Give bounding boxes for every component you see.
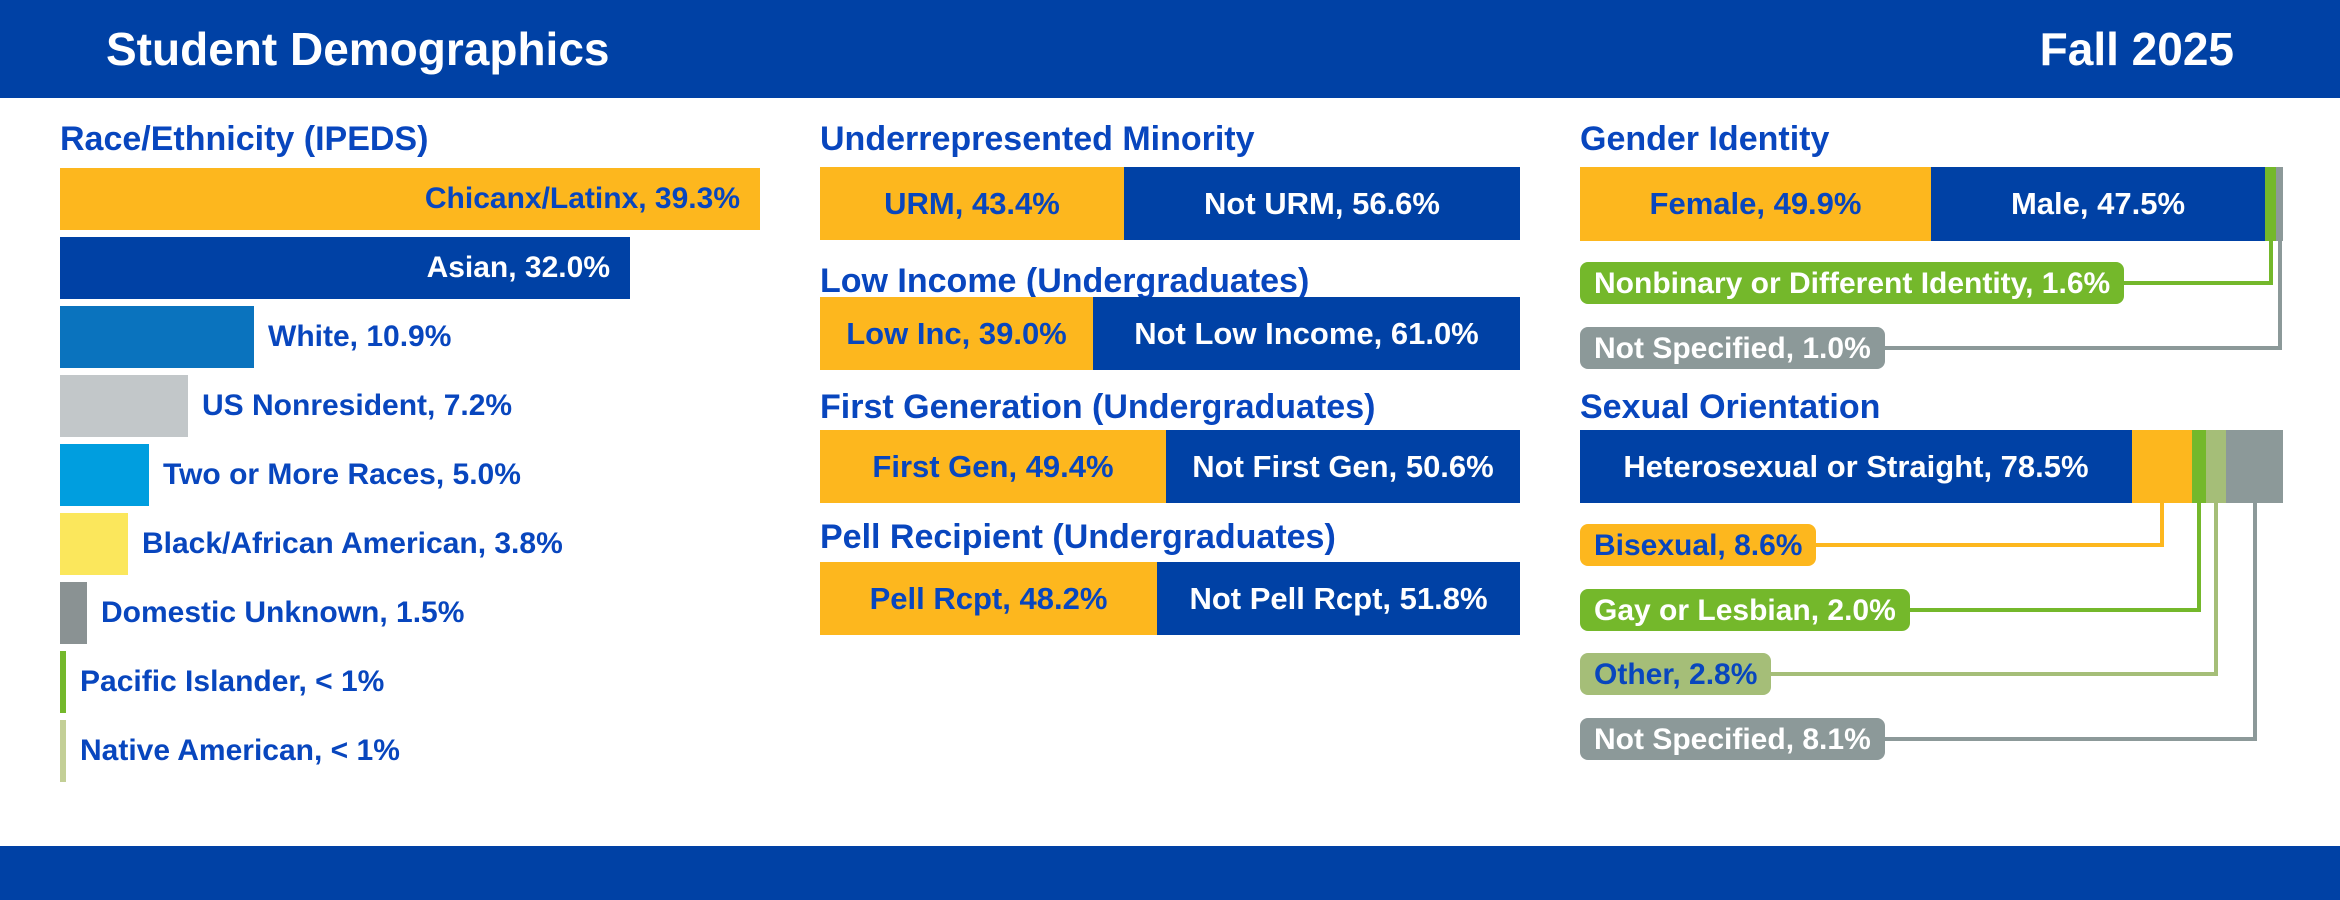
race-bar-row: Chicanx/Latinx, 39.3% [60,168,800,230]
stacked-bar: Heterosexual or Straight, 78.5% [1580,430,2283,503]
bar-segment[interactable] [2226,430,2283,503]
race-bar[interactable] [60,444,149,506]
callout-line [1580,737,2257,741]
race-bar-row: Domestic Unknown, 1.5% [60,582,800,644]
section-title: Sexual Orientation [1580,388,1881,426]
race-bar-row: Pacific Islander, < 1% [60,651,800,713]
bar-segment[interactable]: Not Low Income, 61.0% [1093,297,1520,370]
callout-label: Bisexual, 8.6% [1580,524,1817,566]
bar-segment[interactable] [2206,430,2226,503]
bar-segment[interactable]: Female, 49.9% [1580,167,1931,241]
footer-bar [0,846,2340,900]
callout-line [2278,241,2282,350]
callout-line [2269,241,2273,285]
binary-measures-charts: Underrepresented Minority URM, 43.4% Not U… [820,112,1530,842]
callout-label: Not Specified, 1.0% [1580,327,1885,369]
race-bar-label: US Nonresident, 7.2% [202,389,513,422]
bar-segment[interactable]: Low Inc, 39.0% [820,297,1093,370]
callout-line [2253,503,2257,741]
race-bar[interactable] [60,168,760,230]
bar-segment[interactable]: Male, 47.5% [1931,167,2265,241]
race-bar[interactable] [60,720,66,782]
bar-segment[interactable] [2265,167,2276,241]
stacked-bar: Low Inc, 39.0% Not Low Income, 61.0% [820,297,1520,370]
header-bar: Student Demographics Fall 2025 [0,0,2340,98]
bar-segment[interactable]: Not Pell Rcpt, 51.8% [1157,562,1520,635]
term-label: Fall 2025 [2039,23,2234,75]
race-bar-label: Asian, 32.0% [426,251,610,284]
bar-segment[interactable] [2276,167,2283,241]
callout-label: Gay or Lesbian, 2.0% [1580,589,1910,631]
callout-line [2197,503,2201,612]
callout-line [2214,503,2218,676]
race-ethnicity-chart: Race/Ethnicity (IPEDS) Chicanx/Latinx, 39… [60,112,820,842]
race-bar-label: Domestic Unknown, 1.5% [101,596,465,629]
dashboard-title: Student Demographics [106,23,610,75]
stacked-bar: Female, 49.9% Male, 47.5% [1580,167,2283,241]
callout-line [1580,543,2164,547]
race-bar-label: Native American, < 1% [80,734,400,767]
section-title: Gender Identity [1580,120,1830,158]
race-bar-label: Black/African American, 3.8% [142,527,563,560]
section-title: Low Income (Undergraduates) [820,262,1310,300]
callout-line [1580,346,2282,350]
race-bar[interactable] [60,513,128,575]
stacked-bar: First Gen, 49.4% Not First Gen, 50.6% [820,430,1520,503]
bar-segment[interactable]: Heterosexual or Straight, 78.5% [1580,430,2132,503]
bar-segment[interactable] [2192,430,2206,503]
race-bar[interactable] [60,237,630,299]
race-bar[interactable] [60,651,66,713]
callout-line [2160,503,2164,547]
callout-label: Not Specified, 8.1% [1580,718,1885,760]
bar-segment[interactable]: First Gen, 49.4% [820,430,1166,503]
stacked-bar: Pell Rcpt, 48.2% Not Pell Rcpt, 51.8% [820,562,1520,635]
race-bar-label: Two or More Races, 5.0% [163,458,521,491]
race-bar-row: Two or More Races, 5.0% [60,444,800,506]
callout-label: Other, 2.8% [1580,653,1772,695]
section-title: Pell Recipient (Undergraduates) [820,518,1336,556]
race-bar-row: White, 10.9% [60,306,800,368]
section-title: Underrepresented Minority [820,120,1255,158]
section-title: Race/Ethnicity (IPEDS) [60,120,429,158]
race-bar[interactable] [60,375,188,437]
race-bar[interactable] [60,306,254,368]
bar-segment[interactable]: Not First Gen, 50.6% [1166,430,1520,503]
section-title: First Generation (Undergraduates) [820,388,1376,426]
race-bar-row: Black/African American, 3.8% [60,513,800,575]
bar-segment[interactable]: Pell Rcpt, 48.2% [820,562,1157,635]
bar-segment[interactable]: URM, 43.4% [820,167,1124,240]
race-bar-row: Asian, 32.0% [60,237,800,299]
race-bar-label: White, 10.9% [268,320,452,353]
callout-line [1580,672,2218,676]
bar-segment[interactable] [2132,430,2192,503]
race-bar-label: Pacific Islander, < 1% [80,665,385,698]
identity-charts: Gender Identity Female, 49.9% Male, 47.5% N… [1580,112,2340,852]
callout-label: Nonbinary or Different Identity, 1.6% [1580,262,2125,304]
race-bar[interactable] [60,582,87,644]
bar-segment[interactable]: Not URM, 56.6% [1124,167,1520,240]
race-bar-row: US Nonresident, 7.2% [60,375,800,437]
race-bar-label: Chicanx/Latinx, 39.3% [424,182,740,215]
stacked-bar: URM, 43.4% Not URM, 56.6% [820,167,1520,240]
race-bar-row: Native American, < 1% [60,720,800,782]
